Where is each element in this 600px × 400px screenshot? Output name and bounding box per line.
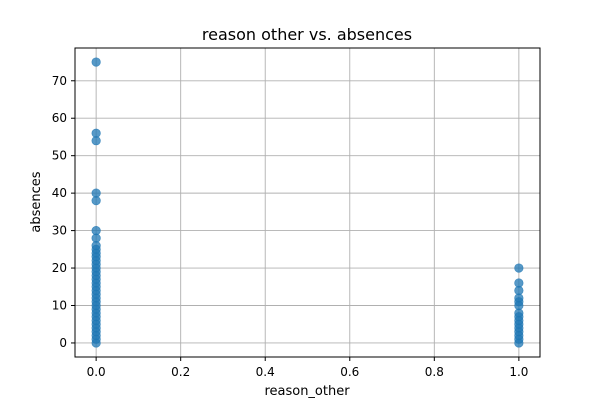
x-axis-label: reason_other [264,384,350,399]
y-tick-label: 60 [52,111,67,125]
y-tick-label: 40 [52,186,67,200]
scatter-point [514,278,524,288]
y-axis-label: absences [29,171,44,232]
y-tick-label: 70 [52,74,67,88]
y-tick-label: 10 [52,299,67,313]
grid-layer [75,48,540,357]
y-tick-label: 20 [52,261,67,275]
y-tick-label: 50 [52,149,67,163]
x-tick-label: 0.0 [87,365,106,379]
scatter-point [91,225,101,236]
scatter-point [91,128,101,138]
y-tick-label: 0 [59,336,67,350]
x-tick-label: 1.0 [509,365,528,379]
scatter-point [91,188,101,198]
y-axis: 0 10 20 30 40 50 60 70 [52,74,75,350]
chart-title: reason other vs. absences [202,25,412,44]
scatter-point [91,57,101,67]
x-tick-label: 0.2 [171,365,190,379]
x-tick-label: 0.6 [340,365,359,379]
y-tick-label: 30 [52,224,67,238]
plot-area-frame [74,47,541,358]
scatter-point [514,263,524,273]
x-tick-label: 0.4 [256,365,275,379]
points-layer [91,57,524,348]
x-tick-label: 0.8 [425,365,444,379]
x-axis: 0.0 0.2 0.4 0.6 0.8 1.0 [87,357,528,379]
